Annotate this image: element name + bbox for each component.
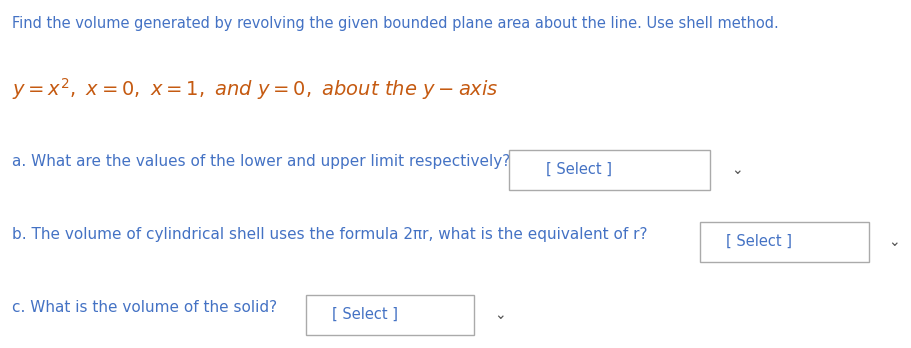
Text: [ Select ]: [ Select ] [726, 234, 792, 249]
Text: ⌄: ⌄ [494, 308, 505, 322]
Text: $y = x^2,\ x = 0,\ x = 1,\ \mathit{and}\ y = 0,\ \mathit{about\ the\ y} - \mathi: $y = x^2,\ x = 0,\ x = 1,\ \mathit{and}\… [12, 77, 498, 102]
Text: ⌄: ⌄ [887, 235, 898, 249]
Bar [305, 295, 474, 335]
Text: a. What are the values of the lower and upper limit respectively?: a. What are the values of the lower and … [12, 154, 509, 169]
Bar [508, 150, 709, 190]
Text: b. The volume of cylindrical shell uses the formula 2πr, what is the equivalent : b. The volume of cylindrical shell uses … [12, 227, 647, 243]
Text: Find the volume generated by revolving the given bounded plane area about the li: Find the volume generated by revolving t… [12, 16, 778, 31]
Text: [ Select ]: [ Select ] [332, 307, 397, 322]
Text: [ Select ]: [ Select ] [546, 162, 611, 177]
Bar [700, 222, 868, 262]
Text: ⌄: ⌄ [731, 163, 742, 177]
Text: c. What is the volume of the solid?: c. What is the volume of the solid? [12, 300, 277, 316]
